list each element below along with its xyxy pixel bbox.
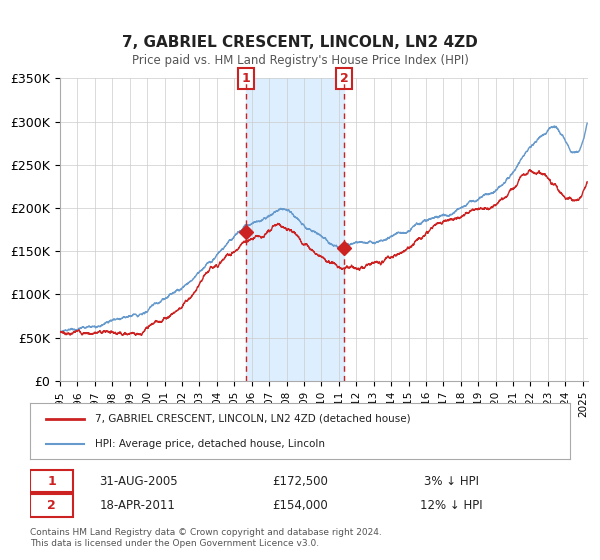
FancyBboxPatch shape [30,494,73,517]
Text: 1: 1 [241,72,250,85]
Bar [246,78,344,381]
Text: 2: 2 [47,499,56,512]
Text: 1: 1 [47,474,56,488]
Text: £154,000: £154,000 [272,499,328,512]
Text: 12% ↓ HPI: 12% ↓ HPI [420,499,482,512]
Text: £172,500: £172,500 [272,474,328,488]
Text: HPI: Average price, detached house, Lincoln: HPI: Average price, detached house, Linc… [95,438,325,449]
Text: 2: 2 [340,72,349,85]
Text: 18-APR-2011: 18-APR-2011 [100,499,176,512]
Text: 3% ↓ HPI: 3% ↓ HPI [424,474,479,488]
FancyBboxPatch shape [30,470,73,492]
Text: 7, GABRIEL CRESCENT, LINCOLN, LN2 4ZD (detached house): 7, GABRIEL CRESCENT, LINCOLN, LN2 4ZD (d… [95,414,410,424]
Text: Price paid vs. HM Land Registry's House Price Index (HPI): Price paid vs. HM Land Registry's House … [131,54,469,67]
Text: This data is licensed under the Open Government Licence v3.0.: This data is licensed under the Open Gov… [30,539,319,548]
Text: Contains HM Land Registry data © Crown copyright and database right 2024.: Contains HM Land Registry data © Crown c… [30,528,382,537]
Text: 7, GABRIEL CRESCENT, LINCOLN, LN2 4ZD: 7, GABRIEL CRESCENT, LINCOLN, LN2 4ZD [122,35,478,50]
Text: 31-AUG-2005: 31-AUG-2005 [98,474,178,488]
